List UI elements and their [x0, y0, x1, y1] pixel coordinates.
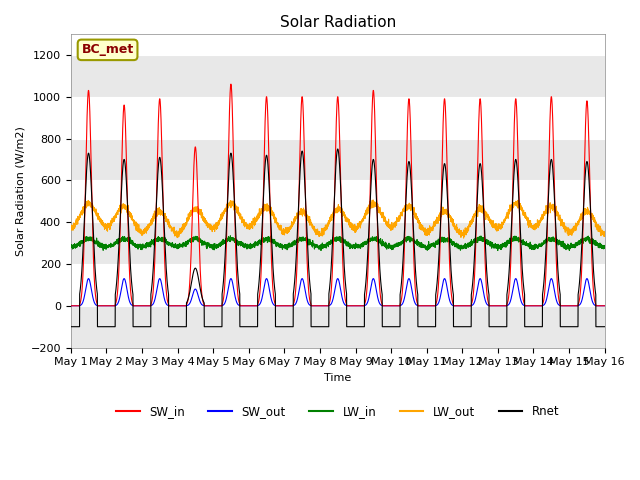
LW_in: [494, 248, 502, 253]
LW_out: [600, 233, 608, 239]
SW_out: [600, 303, 608, 309]
Line: SW_out: SW_out: [71, 278, 605, 306]
SW_out: [163, 302, 171, 308]
Rnet: [163, 273, 170, 279]
Bar: [71, 306, 605, 348]
LW_in: [227, 233, 234, 239]
SW_in: [67, 303, 75, 309]
LW_out: [67, 226, 75, 232]
LW_in: [488, 241, 495, 247]
Rnet: [600, 324, 608, 330]
Title: Solar Radiation: Solar Radiation: [280, 15, 396, 30]
SW_out: [601, 303, 609, 309]
LW_in: [163, 240, 170, 246]
LW_out: [488, 223, 495, 228]
X-axis label: Time: Time: [324, 373, 351, 383]
SW_in: [163, 293, 170, 299]
LW_out: [318, 231, 326, 237]
LW_out: [369, 197, 377, 203]
LW_in: [600, 243, 608, 249]
SW_out: [318, 303, 326, 309]
Line: Rnet: Rnet: [71, 149, 605, 327]
SW_in: [488, 303, 495, 309]
SW_out: [84, 276, 92, 281]
Rnet: [428, 324, 436, 330]
SW_in: [318, 303, 326, 309]
SW_out: [458, 303, 465, 309]
Bar: [71, 139, 605, 180]
SW_in: [600, 303, 608, 309]
Bar: [71, 222, 605, 264]
Bar: [71, 55, 605, 96]
Line: LW_out: LW_out: [71, 200, 605, 238]
SW_out: [488, 303, 495, 309]
LW_in: [601, 244, 609, 250]
Rnet: [67, 324, 75, 330]
Text: BC_met: BC_met: [81, 43, 134, 56]
LW_out: [458, 231, 465, 237]
LW_out: [428, 225, 436, 230]
Rnet: [334, 146, 342, 152]
Rnet: [318, 324, 326, 330]
SW_in: [428, 303, 436, 309]
LW_in: [458, 243, 465, 249]
LW_in: [428, 244, 436, 250]
Rnet: [488, 324, 495, 330]
SW_in: [458, 303, 465, 309]
Rnet: [601, 324, 609, 330]
SW_out: [428, 303, 436, 309]
LW_in: [318, 243, 326, 249]
SW_in: [601, 303, 609, 309]
Rnet: [458, 324, 465, 330]
SW_in: [227, 81, 235, 87]
LW_in: [67, 243, 75, 249]
LW_out: [163, 216, 170, 221]
LW_out: [601, 232, 609, 238]
SW_out: [67, 303, 75, 309]
Line: LW_in: LW_in: [71, 236, 605, 251]
Legend: SW_in, SW_out, LW_in, LW_out, Rnet: SW_in, SW_out, LW_in, LW_out, Rnet: [111, 401, 564, 423]
Line: SW_in: SW_in: [71, 84, 605, 306]
Y-axis label: Solar Radiation (W/m2): Solar Radiation (W/m2): [15, 126, 25, 256]
LW_out: [460, 235, 467, 241]
